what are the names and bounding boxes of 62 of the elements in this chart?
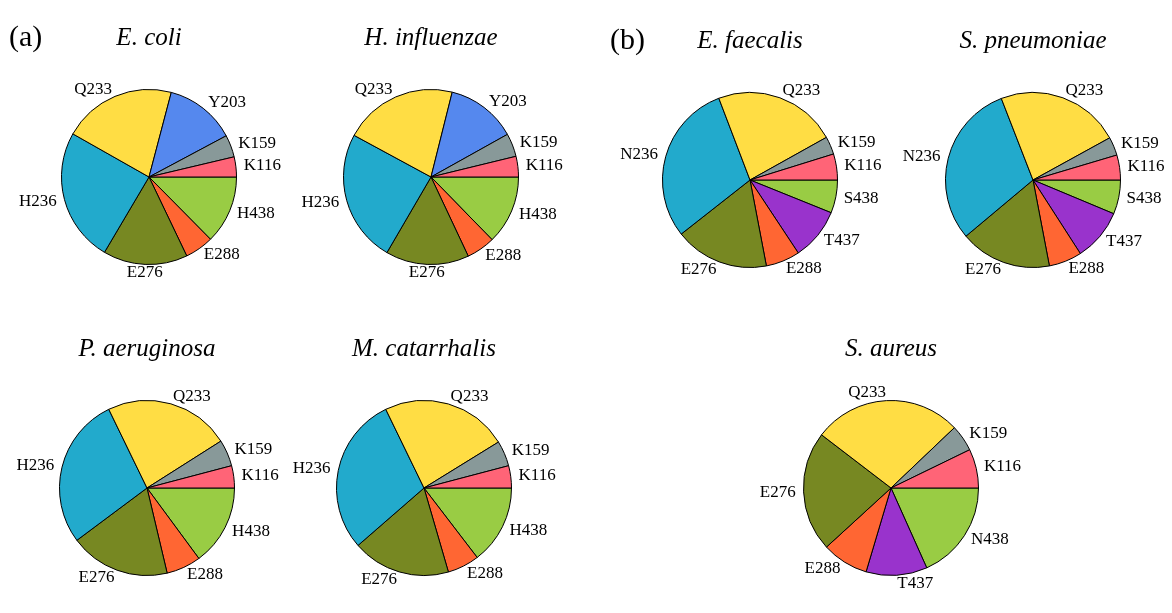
slice-label: K159: [519, 131, 558, 151]
slice-label: E288: [785, 257, 822, 277]
slice-label: E276: [965, 259, 1001, 279]
chart-title: M. catarrhalis: [350, 333, 497, 363]
slice-label: Q233: [173, 385, 211, 405]
chart-title: S. pneumoniae: [958, 25, 1108, 55]
slice-label: Q233: [1065, 79, 1104, 99]
slice-label: E288: [467, 562, 503, 582]
slice-label: E276: [680, 258, 717, 278]
slice-label: K159: [234, 439, 273, 459]
slice-label: N438: [971, 529, 1009, 549]
slice-label: Q233: [782, 79, 821, 99]
chart-title: S. aureus: [843, 333, 939, 363]
slice-label: K116: [1127, 155, 1165, 175]
slice-label: K116: [844, 155, 882, 175]
slice-label: K116: [518, 465, 556, 485]
slice-label: H438: [232, 520, 270, 540]
slice-label: Q233: [74, 78, 112, 98]
slice-label: S438: [1126, 188, 1162, 208]
slice-label: H236: [292, 458, 331, 478]
slice-label: H438: [509, 519, 548, 539]
slice-label: H438: [237, 203, 275, 223]
slice-label: N236: [902, 145, 941, 165]
chart-title: H. influenzae: [363, 22, 499, 52]
chart-title: E. faecalis: [697, 26, 803, 53]
slice-label: N236: [620, 144, 659, 164]
slice-label: E288: [485, 244, 522, 264]
slice-label: H438: [518, 203, 557, 223]
slice-label: T437: [897, 572, 934, 592]
chart-title: P. aeruginosa: [77, 333, 217, 363]
slice-label: Y203: [488, 90, 527, 110]
slice-label: Q233: [848, 382, 886, 402]
slice-label: E276: [126, 261, 163, 281]
slice-label: K116: [241, 465, 279, 485]
slice-label: T437: [823, 229, 861, 249]
slice-label: H236: [301, 192, 340, 212]
slice-label: E288: [187, 564, 223, 584]
text: (a): [9, 18, 43, 54]
slice-label: E276: [78, 567, 115, 587]
slice-label: H236: [19, 191, 57, 211]
slice-label: E288: [1068, 258, 1105, 278]
text: (b): [610, 21, 645, 57]
slice-label: K159: [238, 132, 276, 152]
slice-label: E288: [203, 244, 240, 264]
slice-label: K116: [243, 155, 281, 175]
slice-label: K116: [983, 456, 1022, 476]
slice-label: K159: [969, 423, 1008, 443]
slice-label: H236: [16, 454, 55, 474]
slice-label: E288: [804, 558, 841, 578]
slice-label: Q233: [354, 79, 393, 99]
slice-label: E276: [361, 568, 398, 588]
slice-label: Y203: [208, 91, 246, 111]
slice-label: Q233: [450, 385, 489, 405]
chart-title: E. coli: [116, 23, 182, 50]
slice-label: E276: [408, 261, 445, 281]
slice-label: K159: [1121, 132, 1159, 152]
slice-label: E276: [759, 481, 796, 501]
slice-label: K159: [511, 439, 550, 459]
slice-label: S438: [843, 187, 879, 207]
slice-label: K116: [525, 155, 563, 175]
slice-label: T437: [1106, 230, 1143, 250]
slice-label: K159: [837, 131, 876, 151]
